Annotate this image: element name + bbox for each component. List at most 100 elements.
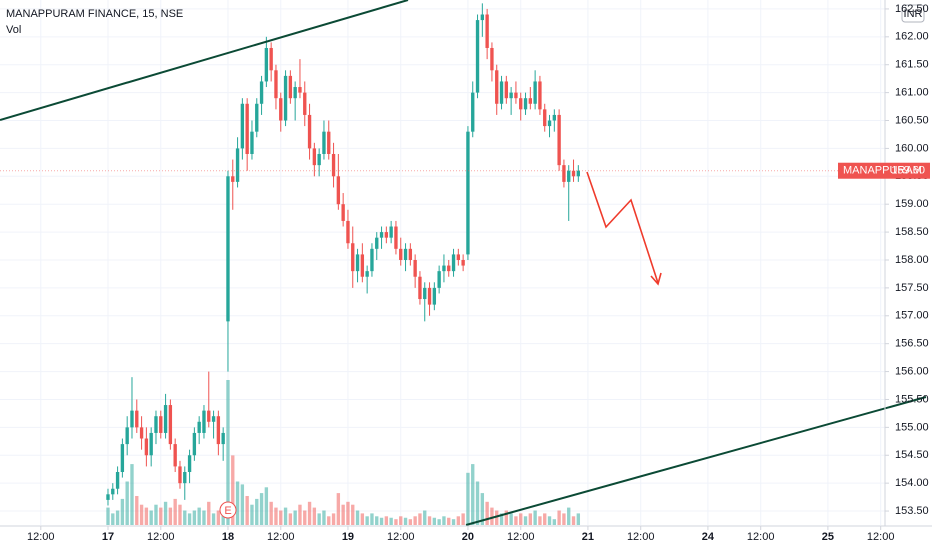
volume-bar	[399, 516, 403, 525]
candle-body	[466, 131, 470, 255]
candle-body	[149, 432, 153, 456]
candle-body	[384, 232, 389, 238]
volume-bar	[293, 510, 297, 525]
candle-body	[274, 70, 278, 99]
y-tick-label: 161.50	[895, 59, 929, 71]
volume-bar	[375, 516, 379, 525]
volume-bar	[480, 493, 485, 525]
candle-body	[538, 81, 542, 110]
candle-body	[403, 248, 408, 260]
volume-bar	[336, 493, 341, 525]
x-tick-label: 20	[462, 531, 474, 543]
x-tick-label: 12:00	[867, 531, 895, 543]
candle-body	[207, 410, 211, 422]
volume-bar	[423, 510, 427, 525]
candle-body	[283, 75, 288, 121]
candle-body	[336, 176, 341, 205]
candle-body	[504, 81, 509, 99]
candle-body	[499, 81, 504, 104]
y-tick-label: 160.00	[895, 142, 929, 154]
volume-bar	[538, 516, 542, 525]
candle-body	[159, 416, 163, 433]
volume-bar	[235, 481, 240, 525]
volume-bar	[442, 516, 446, 525]
candle-body	[514, 92, 518, 99]
x-tick-label: 12:00	[27, 531, 55, 543]
volume-bar	[327, 516, 331, 525]
candle-body	[557, 114, 561, 166]
x-tick-label: 12:00	[747, 531, 775, 543]
x-tick-label: 18	[222, 531, 234, 543]
y-tick-label: 162.50	[895, 3, 929, 15]
candle-body	[413, 259, 417, 277]
arrow-head	[650, 272, 662, 286]
currency-badge[interactable]	[901, 4, 925, 23]
candle-body	[221, 432, 225, 445]
candle-body	[163, 405, 168, 433]
candle-body	[576, 170, 581, 177]
volume-bar	[312, 507, 317, 525]
x-tick-label: 12:00	[627, 531, 655, 543]
candle-body	[197, 421, 201, 433]
candle-body	[370, 248, 374, 272]
candle-body	[485, 14, 489, 48]
volume-bar	[303, 510, 307, 525]
volume-bar	[571, 516, 576, 525]
volume-bar	[351, 504, 355, 525]
candle-body	[120, 444, 125, 472]
candle-body	[312, 148, 317, 166]
y-tick-label: 156.50	[895, 338, 929, 350]
candle-body	[543, 109, 547, 127]
candle-body	[480, 14, 485, 21]
candle-body	[399, 248, 403, 260]
candle-body	[154, 416, 158, 433]
candle-body	[432, 287, 437, 305]
candle-body	[523, 98, 528, 110]
x-tick-label: 24	[702, 531, 715, 543]
x-tick-label: 12:00	[507, 531, 535, 543]
volume-bar	[288, 513, 293, 525]
volume-bar	[216, 510, 221, 525]
candle-body	[495, 70, 499, 104]
last-price-badge	[838, 162, 930, 179]
volume-bar	[183, 510, 187, 525]
volume-bar	[360, 513, 365, 525]
volume-bar	[547, 516, 552, 525]
volume-bar	[331, 513, 336, 525]
volume-bar	[125, 481, 129, 525]
volume-bar	[557, 510, 561, 525]
volume-bar	[274, 507, 278, 525]
volume-bar	[346, 501, 350, 525]
volume-bar	[115, 510, 120, 525]
volume-bar	[451, 519, 456, 525]
x-tick-label: 17	[102, 531, 114, 543]
trend-line	[465, 396, 927, 526]
volume-bar	[240, 484, 245, 525]
candle-body	[173, 444, 177, 467]
volume-bar	[533, 510, 537, 525]
event-marker[interactable]	[219, 501, 237, 519]
candle-body	[235, 148, 240, 182]
volume-bar	[341, 504, 345, 525]
candle-body	[202, 410, 206, 433]
volume-bar	[365, 516, 369, 525]
candle-body	[461, 259, 465, 266]
volume-bar	[509, 513, 513, 525]
candle-body	[255, 103, 259, 132]
volume-bar	[471, 464, 475, 525]
candle-body	[571, 170, 576, 177]
candle-body	[562, 165, 566, 182]
volume-bar	[245, 496, 249, 525]
candle-body	[418, 276, 422, 300]
y-tick-label: 155.50	[895, 393, 929, 405]
y-tick-label: 159.00	[895, 198, 929, 210]
candle-body	[293, 87, 297, 99]
candle-body	[509, 92, 513, 99]
candle-body	[269, 47, 273, 71]
volume-bar	[226, 380, 230, 525]
candle-body	[490, 47, 494, 71]
volume-bar	[259, 493, 264, 525]
candle-body	[427, 287, 432, 305]
candle-body	[168, 405, 173, 445]
